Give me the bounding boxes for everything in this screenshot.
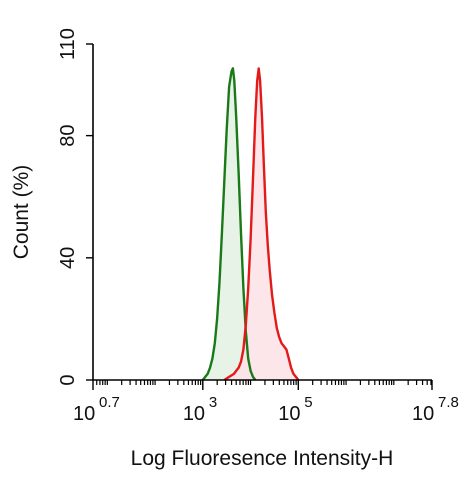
y-axis-title: Count (%): [10, 165, 33, 260]
x-tick-label-base: 10: [73, 403, 95, 425]
x-tick-label-exponent: 5: [304, 394, 312, 411]
series-layer: [201, 67, 300, 382]
x-tick-label-exponent: 0.7: [99, 394, 120, 411]
x-tick-label-base: 10: [412, 403, 434, 425]
y-tick-label: 0: [57, 374, 79, 385]
y-tick-label: 40: [57, 247, 79, 269]
series-1-fill: [202, 68, 256, 381]
x-tick-label-base: 10: [183, 403, 205, 425]
y-ticks: 0 40 80 110: [57, 28, 93, 386]
y-tick-label: 110: [57, 28, 79, 60]
x-tick-label-exponent: 3: [209, 394, 217, 411]
x-tick-label-base: 10: [278, 403, 300, 425]
series-1-line: [201, 67, 257, 381]
x-minor-ticks: [96, 380, 432, 385]
x-tick-label-exponent: 7.8: [438, 394, 459, 411]
y-tick-label: 80: [57, 125, 79, 147]
series-2-fill: [224, 68, 299, 381]
x-axis-title: Log Fluoresence Intensity-H: [131, 447, 394, 470]
series-2-line: [223, 67, 300, 382]
